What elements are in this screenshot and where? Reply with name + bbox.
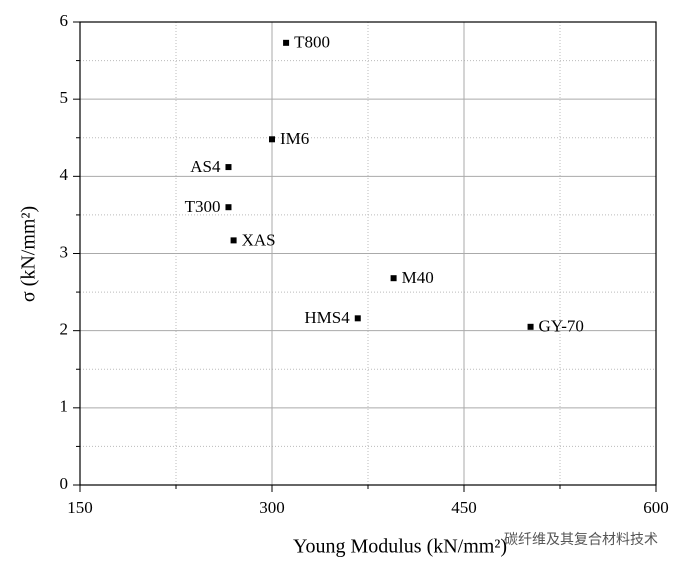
point-label: GY-70 <box>539 317 584 336</box>
y-tick-label: 0 <box>60 474 69 493</box>
x-tick-label: 450 <box>451 498 477 517</box>
x-tick-label: 150 <box>67 498 93 517</box>
x-tick-label: 600 <box>643 498 669 517</box>
plot-frame <box>79 21 657 486</box>
point-label: HMS4 <box>304 308 350 327</box>
point <box>527 323 534 330</box>
point-label: T300 <box>185 197 221 216</box>
point-label: IM6 <box>280 129 309 148</box>
y-tick-label: 1 <box>60 397 69 416</box>
point <box>230 237 237 244</box>
point-label: XAS <box>242 230 276 249</box>
y-tick-label: 5 <box>60 88 69 107</box>
point <box>283 39 290 46</box>
point <box>390 275 397 282</box>
watermark: 碳纤维及其复合材料技术 <box>504 531 658 548</box>
x-tick-label: 300 <box>259 498 285 517</box>
y-tick-label: 2 <box>60 320 69 339</box>
y-tick-label: 4 <box>60 165 69 184</box>
point <box>225 164 232 171</box>
y-axis-label: σ (kN/mm²) <box>18 206 40 302</box>
x-axis-label: Young Modulus (kN/mm²) <box>293 536 507 558</box>
point <box>354 315 361 322</box>
y-tick-label: 3 <box>60 242 69 261</box>
y-tick-label: 6 <box>60 11 69 30</box>
point-label: AS4 <box>190 157 221 176</box>
point <box>269 136 275 143</box>
point-label: M40 <box>402 268 434 287</box>
point-label: T800 <box>294 33 330 52</box>
point <box>225 204 232 211</box>
